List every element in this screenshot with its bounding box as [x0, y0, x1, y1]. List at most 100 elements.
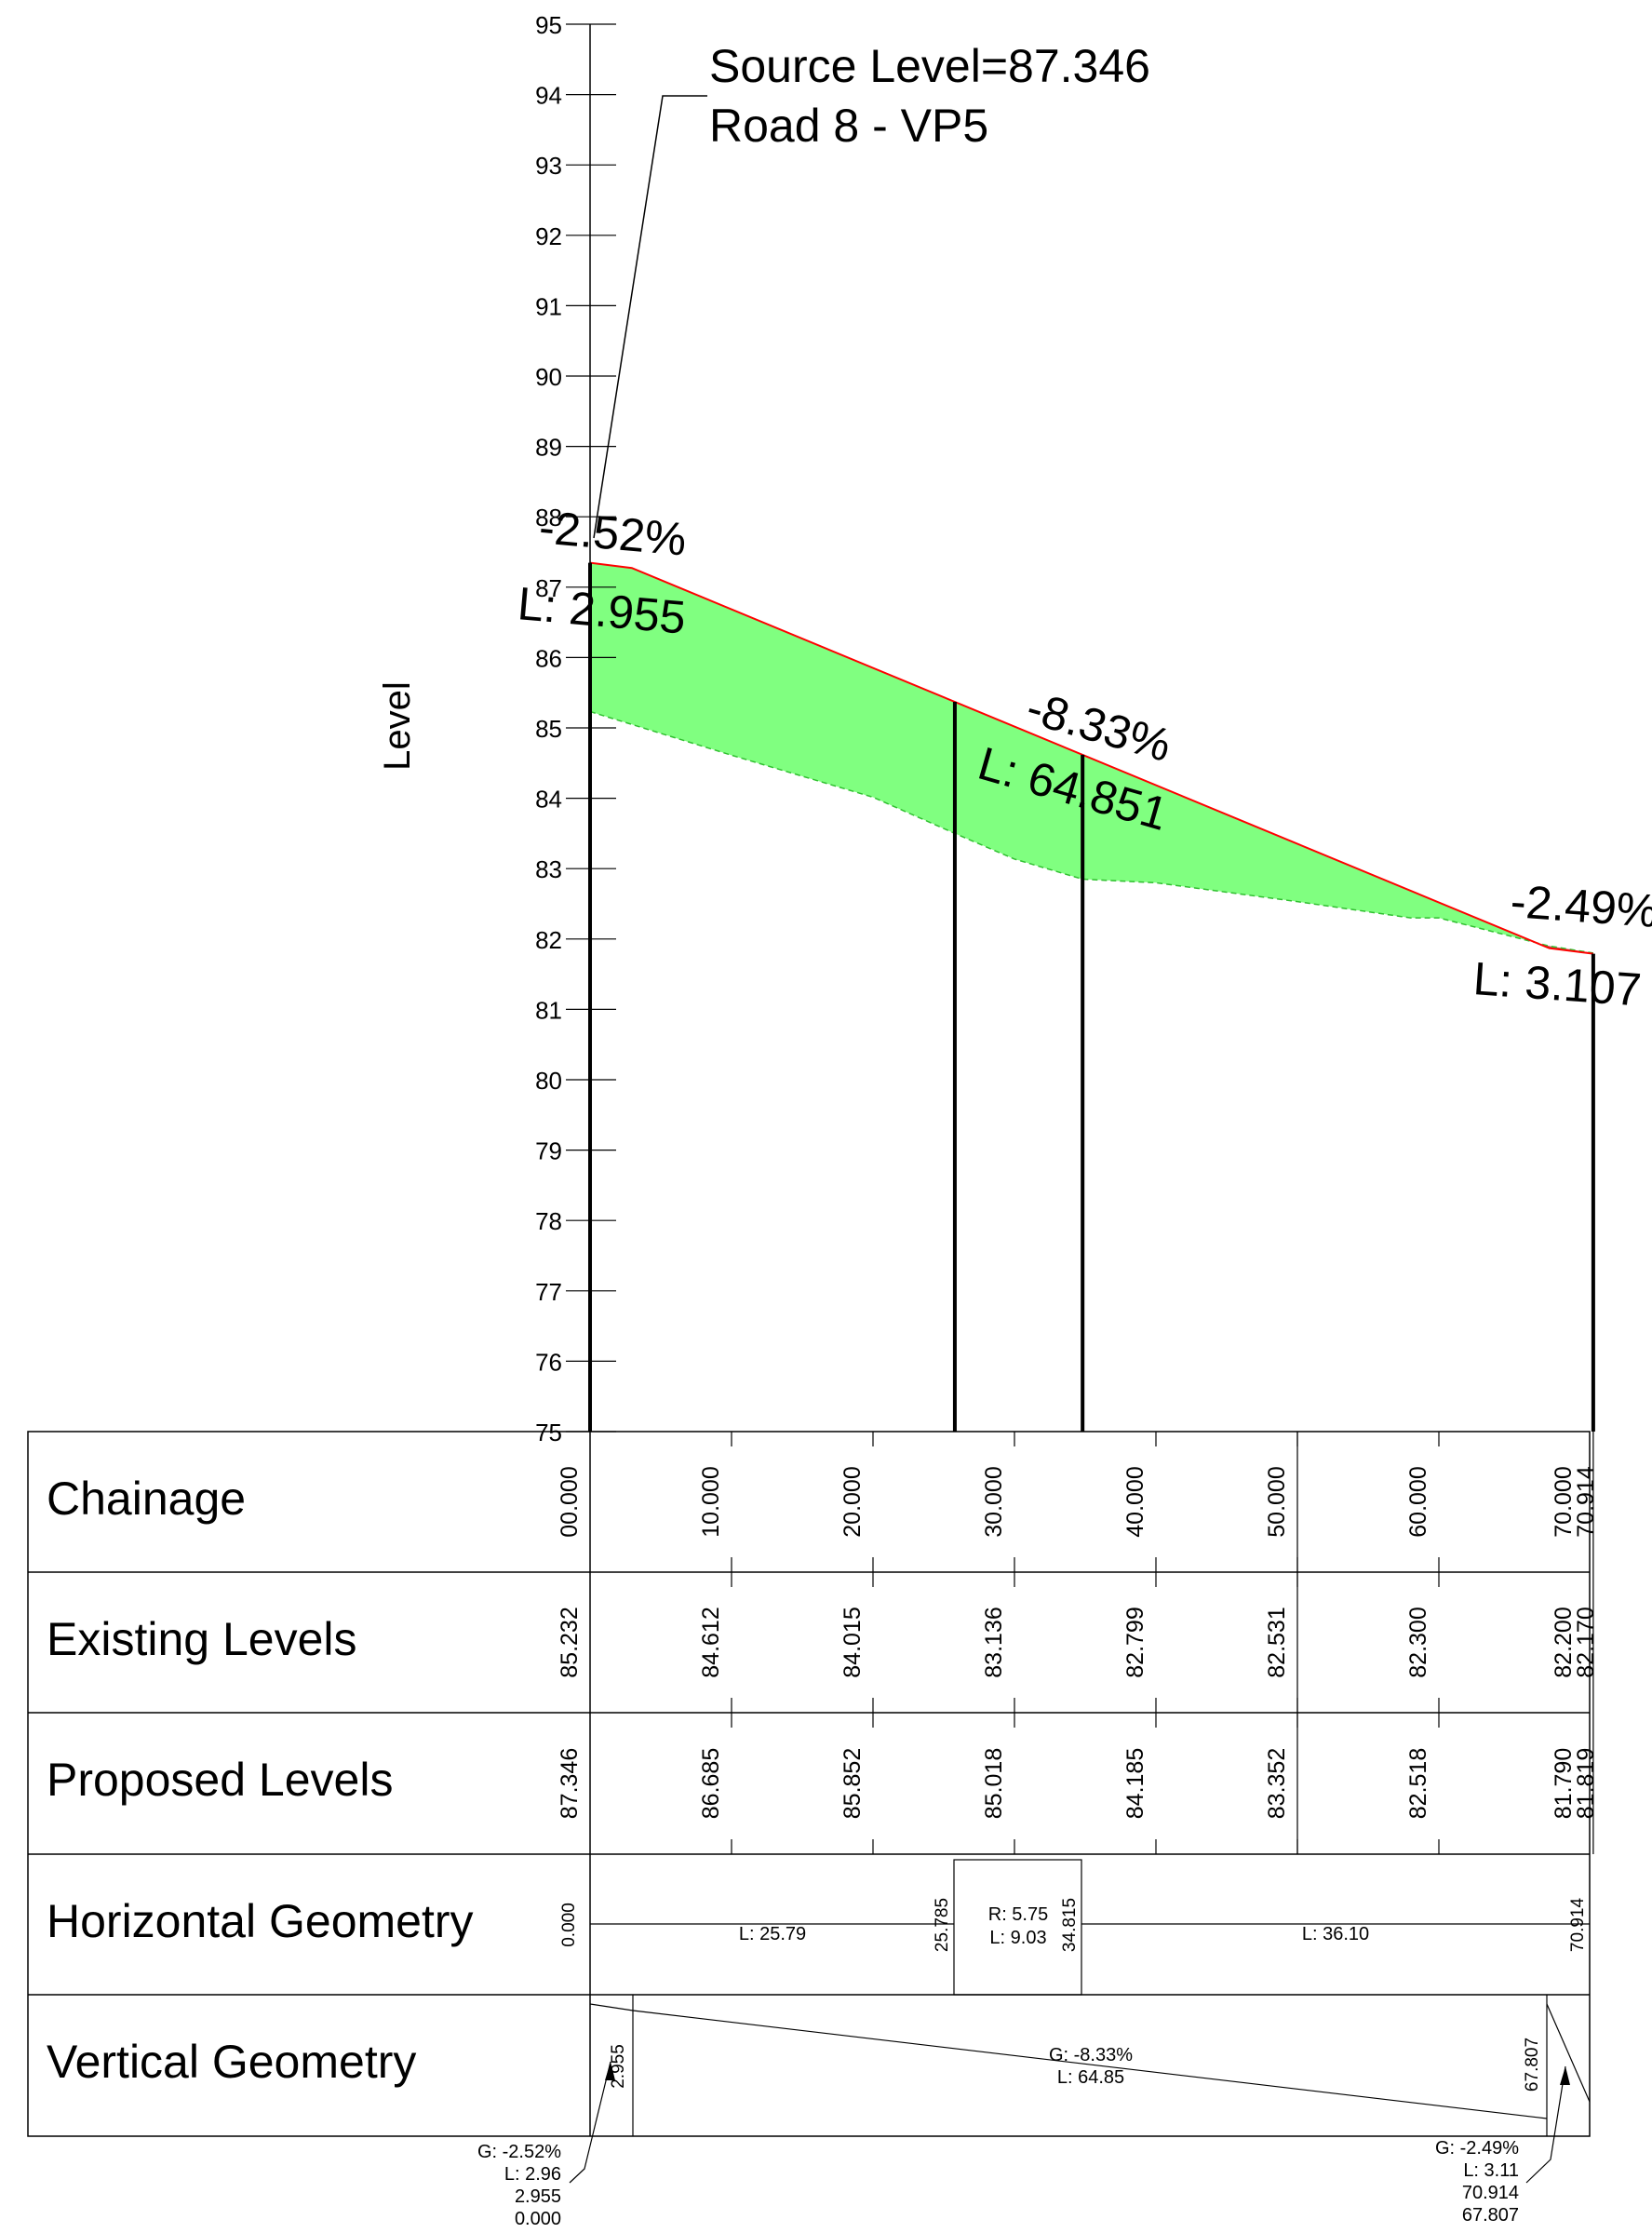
table-cell-value: 83.352 [1264, 1748, 1290, 1819]
right-callout-line: 70.914 [1462, 2183, 1519, 2203]
table-cell-value: 70.914 [1573, 1466, 1599, 1538]
proposed-level-line [589, 561, 1594, 955]
table-cell-value: 40.000 [1122, 1466, 1148, 1537]
hg-end: 70.914 [1568, 1898, 1588, 1953]
grade-3-length: L: 3.107 [1471, 952, 1643, 1016]
grade-3-text: -2.49% [1509, 875, 1652, 937]
y-tick-label: 81 [535, 996, 562, 1024]
source-leader [593, 95, 707, 539]
right-callout-arrow [1560, 2066, 1570, 2085]
y-axis-label: Level [377, 681, 418, 771]
left-callout-line: G: -2.52% [477, 2142, 561, 2162]
y-tick-label: 93 [535, 152, 562, 180]
hg-straight1-length: L: 25.79 [739, 1924, 806, 1944]
y-tick-label: 77 [535, 1278, 562, 1306]
y-tick-label: 82 [535, 926, 562, 954]
source-annotation: Source Level=87.346 Road 8 - VP5 [593, 40, 1150, 539]
vg-main-grade-line [632, 2010, 1548, 2119]
table-cell-value: 84.185 [1122, 1748, 1148, 1819]
right-callout-line: 67.807 [1462, 2205, 1519, 2226]
hg-curve-end: 34.815 [1060, 1898, 1080, 1952]
y-tick-label: 78 [535, 1207, 562, 1235]
left-callout-line: L: 2.96 [504, 2164, 561, 2185]
y-tick-label: 86 [535, 644, 562, 672]
y-tick-label: 88 [535, 504, 562, 531]
table-cell-value: 82.300 [1405, 1607, 1431, 1677]
table-cell-value: 60.000 [1405, 1466, 1431, 1537]
left-callout-line: 0.000 [515, 2209, 561, 2229]
y-tick-label: 80 [535, 1067, 562, 1095]
table-cell-value: 00.000 [557, 1466, 583, 1537]
hg-start: 0.000 [559, 1903, 579, 1947]
table-cell-value: 82.799 [1122, 1607, 1148, 1677]
vg-main-grade: G: -8.33% [1049, 2045, 1133, 2065]
hg-curve-radius: R: 5.75 [988, 1904, 1048, 1925]
left-callout-arrow [605, 2062, 615, 2080]
right-callout-line: L: 3.11 [1463, 2160, 1519, 2181]
vg-main-length: L: 64.85 [1057, 2067, 1124, 2088]
table-cell-value: 83.136 [981, 1607, 1007, 1677]
existing-ground-line [589, 710, 1594, 954]
left-callout-leader [569, 2061, 611, 2184]
y-tick-label: 85 [535, 715, 562, 743]
horizontal-geometry: 0.000 L: 25.79 25.785 R: 5.75 L: 9.03 34… [559, 1859, 1590, 1996]
y-tick-label: 95 [535, 11, 562, 39]
curve-box [953, 1859, 1082, 1996]
right-callout-leader [1525, 2065, 1566, 2184]
y-tick-label: 92 [535, 222, 562, 250]
source-level-text: Source Level=87.346 [709, 40, 1150, 92]
y-tick-label: 91 [535, 292, 562, 320]
road-name-text: Road 8 - VP5 [709, 100, 988, 152]
vg-grade3-line [1546, 2003, 1591, 2103]
table-cell-value: 85.852 [839, 1748, 866, 1819]
vg-right-callout: G: -2.49% L: 3.11 70.914 67.807 [1435, 2065, 1570, 2226]
y-tick-label: 75 [535, 1419, 562, 1446]
hg-curve-length: L: 9.03 [989, 1928, 1046, 1948]
cut-area [590, 562, 1536, 943]
vg-grade3-chainage: 67.807 [1523, 2038, 1542, 2092]
row-label-proposed: Proposed Levels [47, 1754, 393, 1806]
row-label-chainage: Chainage [47, 1473, 246, 1525]
vertical-geometry: 2.955 G: -8.33% L: 64.85 67.807 [589, 1995, 1591, 2136]
row-label-horizontal: Horizontal Geometry [47, 1895, 474, 1947]
y-tick-label: 94 [535, 82, 562, 110]
y-tick-label: 83 [535, 855, 562, 883]
table-cell-value: 82.531 [1264, 1607, 1290, 1677]
y-tick-label: 79 [535, 1137, 562, 1165]
table-cell-value: 81.790 [1551, 1748, 1577, 1819]
vg-grade1-line [589, 2003, 634, 2011]
row-label-vertical: Vertical Geometry [47, 2036, 416, 2088]
table-cell-value: 82.518 [1405, 1748, 1431, 1819]
profile-area [588, 561, 1595, 1432]
vg-left-callout: G: -2.52% L: 2.96 2.955 0.000 [477, 2061, 615, 2229]
grade-1-text: -2.52% [537, 501, 689, 566]
table-cell-value: 10.000 [698, 1466, 724, 1537]
table-cell-value: 84.015 [839, 1607, 866, 1677]
right-callout-line: G: -2.49% [1435, 2138, 1519, 2159]
profile-table: Chainage Existing Levels Proposed Levels… [27, 1431, 1599, 2137]
table-cell-value: 82.200 [1551, 1607, 1577, 1677]
y-tick-label: 87 [535, 574, 562, 602]
hg-curve-start: 25.785 [933, 1898, 952, 1952]
table-cell-value: 85.232 [557, 1607, 583, 1677]
table-cell-value: 86.685 [698, 1748, 724, 1819]
table-cell-value: 81.819 [1573, 1748, 1599, 1819]
table-cell-value: 84.612 [698, 1607, 724, 1677]
y-tick-label: 76 [535, 1348, 562, 1376]
left-callout-line: 2.955 [515, 2186, 561, 2207]
y-axis: 95 94 93 92 91 90 89 88 87 86 85 84 83 82 81 80 79 78 77 76… [377, 11, 616, 1446]
table-cell-value: 50.000 [1264, 1466, 1290, 1537]
table-cell-value: 85.018 [981, 1748, 1007, 1819]
table-cell-value: 30.000 [981, 1466, 1007, 1537]
y-tick-label: 84 [535, 786, 562, 814]
table-cell-value: 70.000 [1551, 1466, 1577, 1537]
hg-straight2-length: L: 36.10 [1302, 1924, 1369, 1944]
y-tick-label: 90 [535, 363, 562, 391]
row-label-existing: Existing Levels [47, 1613, 357, 1665]
fill-area [1535, 942, 1593, 954]
table-border [27, 1431, 1591, 2137]
y-tick-label: 89 [535, 434, 562, 462]
table-cell-value: 87.346 [557, 1748, 583, 1819]
table-cell-value: 82.170 [1573, 1607, 1599, 1677]
